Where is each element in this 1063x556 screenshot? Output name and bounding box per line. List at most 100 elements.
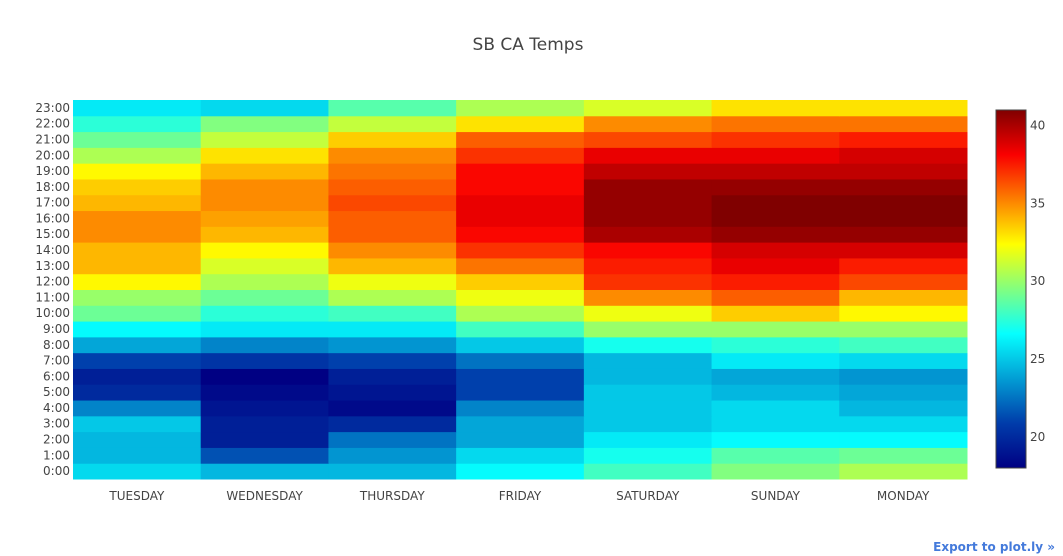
heatmap-cell[interactable]: [456, 147, 585, 164]
heatmap-cell[interactable]: [583, 431, 713, 448]
heatmap-cell[interactable]: [73, 242, 202, 259]
heatmap-cell[interactable]: [456, 273, 585, 290]
heatmap-cell[interactable]: [73, 336, 202, 354]
heatmap-cell[interactable]: [839, 257, 968, 275]
heatmap-cell[interactable]: [328, 463, 457, 480]
heatmap-cell[interactable]: [456, 289, 585, 306]
heatmap-cell[interactable]: [839, 431, 968, 448]
heatmap-cell[interactable]: [456, 368, 585, 385]
heatmap-cell[interactable]: [839, 368, 968, 385]
heatmap-cell[interactable]: [456, 257, 585, 275]
heatmap-cell[interactable]: [200, 257, 329, 275]
heatmap-cell[interactable]: [328, 431, 457, 448]
heatmap-cell[interactable]: [583, 178, 713, 196]
heatmap-cell[interactable]: [328, 400, 457, 417]
heatmap-cell[interactable]: [711, 289, 840, 306]
heatmap-cell[interactable]: [456, 242, 585, 259]
heatmap-cell[interactable]: [456, 321, 585, 338]
heatmap-cell[interactable]: [711, 210, 840, 227]
heatmap-cell[interactable]: [711, 336, 840, 354]
heatmap-cell[interactable]: [711, 163, 840, 180]
heatmap-cell[interactable]: [456, 115, 585, 133]
heatmap-cell[interactable]: [328, 210, 457, 227]
heatmap-cell[interactable]: [711, 115, 840, 133]
heatmap-cell[interactable]: [328, 194, 457, 212]
heatmap-cell[interactable]: [711, 305, 840, 322]
heatmap-cell[interactable]: [328, 336, 457, 354]
heatmap-cell[interactable]: [711, 431, 840, 448]
heatmap-cell[interactable]: [711, 100, 840, 117]
heatmap-cell[interactable]: [73, 273, 202, 290]
heatmap-cell[interactable]: [73, 447, 202, 464]
heatmap-cell[interactable]: [73, 147, 202, 164]
heatmap-cell[interactable]: [200, 273, 329, 290]
heatmap-cell[interactable]: [456, 131, 585, 148]
heatmap-cell[interactable]: [328, 273, 457, 290]
heatmap-cell[interactable]: [456, 210, 585, 227]
heatmap-cell[interactable]: [73, 115, 202, 133]
heatmap-cell[interactable]: [583, 242, 713, 259]
heatmap-cell[interactable]: [73, 400, 202, 417]
heatmap-cell[interactable]: [73, 415, 202, 433]
heatmap-cell[interactable]: [73, 131, 202, 148]
heatmap-cell[interactable]: [456, 463, 585, 480]
heatmap-cell[interactable]: [73, 321, 202, 338]
heatmap-cell[interactable]: [711, 321, 840, 338]
heatmap-cell[interactable]: [839, 305, 968, 322]
heatmap-cell[interactable]: [456, 447, 585, 464]
heatmap-cell[interactable]: [73, 384, 202, 401]
heatmap-cell[interactable]: [456, 194, 585, 212]
heatmap-cell[interactable]: [73, 352, 202, 369]
heatmap-cell[interactable]: [456, 100, 585, 117]
heatmap-cell[interactable]: [839, 463, 968, 480]
heatmap-cell[interactable]: [583, 305, 713, 322]
heatmap-cell[interactable]: [839, 163, 968, 180]
heatmap-cell[interactable]: [456, 352, 585, 369]
heatmap-cell[interactable]: [839, 242, 968, 259]
heatmap-cell[interactable]: [711, 178, 840, 196]
heatmap-cell[interactable]: [200, 447, 329, 464]
heatmap-cell[interactable]: [583, 273, 713, 290]
heatmap-cell[interactable]: [711, 352, 840, 369]
heatmap-cell[interactable]: [328, 226, 457, 243]
heatmap-cell[interactable]: [583, 447, 713, 464]
heatmap-cell[interactable]: [456, 400, 585, 417]
heatmap-cell[interactable]: [839, 352, 968, 369]
heatmap-cell[interactable]: [328, 384, 457, 401]
heatmap-cell[interactable]: [73, 431, 202, 448]
heatmap-cell[interactable]: [839, 194, 968, 212]
heatmap-cell[interactable]: [711, 415, 840, 433]
heatmap-cell[interactable]: [200, 384, 329, 401]
heatmap-cell[interactable]: [200, 226, 329, 243]
heatmap-cell[interactable]: [583, 321, 713, 338]
heatmap-cell[interactable]: [456, 431, 585, 448]
heatmap-cell[interactable]: [200, 463, 329, 480]
heatmap-cell[interactable]: [328, 415, 457, 433]
heatmap-cell[interactable]: [328, 289, 457, 306]
heatmap-cell[interactable]: [73, 100, 202, 117]
heatmap-cell[interactable]: [839, 447, 968, 464]
heatmap-cell[interactable]: [839, 131, 968, 148]
heatmap-cell[interactable]: [73, 226, 202, 243]
heatmap-cell[interactable]: [328, 147, 457, 164]
heatmap-cell[interactable]: [200, 400, 329, 417]
heatmap-cell[interactable]: [583, 336, 713, 354]
heatmap-cell[interactable]: [583, 131, 713, 148]
heatmap-cell[interactable]: [711, 147, 840, 164]
heatmap-cell[interactable]: [200, 163, 329, 180]
heatmap-cell[interactable]: [456, 163, 585, 180]
heatmap-cell[interactable]: [200, 321, 329, 338]
heatmap-cell[interactable]: [73, 210, 202, 227]
heatmap-cell[interactable]: [73, 194, 202, 212]
heatmap-cell[interactable]: [328, 115, 457, 133]
heatmap-cell[interactable]: [200, 115, 329, 133]
heatmap-cell[interactable]: [583, 194, 713, 212]
heatmap-cell[interactable]: [839, 289, 968, 306]
heatmap-cell[interactable]: [328, 305, 457, 322]
heatmap-cell[interactable]: [839, 178, 968, 196]
heatmap-cell[interactable]: [839, 273, 968, 290]
heatmap-cell[interactable]: [711, 226, 840, 243]
heatmap-cell[interactable]: [711, 384, 840, 401]
heatmap-cell[interactable]: [200, 352, 329, 369]
heatmap-cell[interactable]: [583, 100, 713, 117]
